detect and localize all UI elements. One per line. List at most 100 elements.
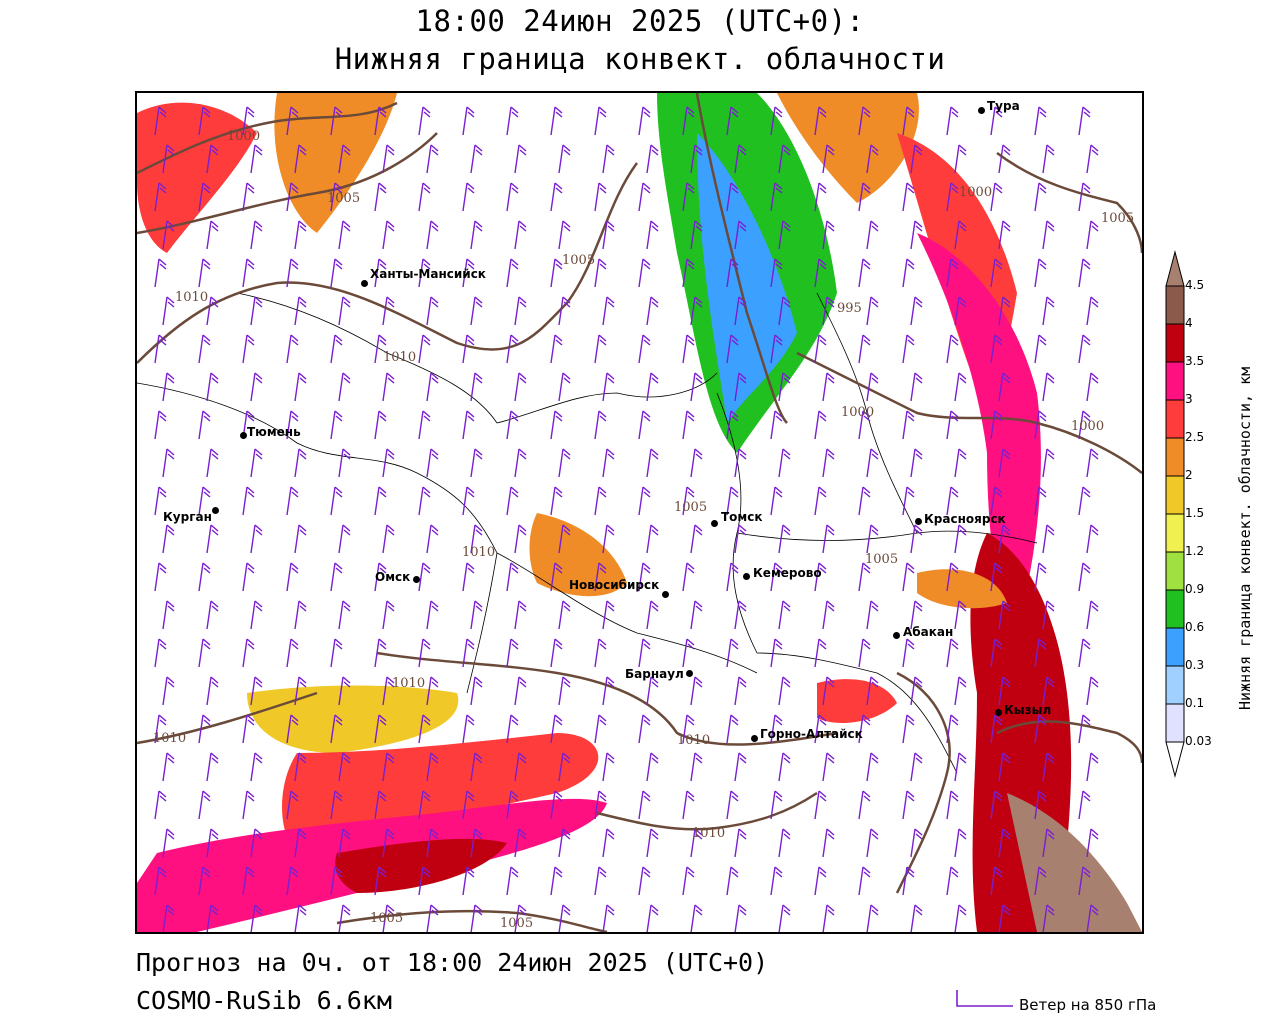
wind-barb	[1034, 410, 1047, 440]
wind-barb	[910, 904, 923, 932]
wind-barb	[242, 182, 255, 212]
wind-barb	[506, 562, 519, 592]
isobar-line	[137, 162, 639, 364]
wind-barb	[814, 258, 827, 288]
wind-barb	[374, 714, 387, 744]
wind-barb	[1086, 904, 1099, 932]
isobar-label: 1005	[370, 911, 404, 926]
wind-barb	[594, 182, 607, 212]
wind-barb	[646, 296, 659, 326]
wind-barb	[162, 904, 175, 932]
wind-barb	[558, 600, 571, 630]
wind-barb	[770, 638, 783, 668]
wind-barb	[382, 372, 395, 402]
wind-barb	[1086, 372, 1099, 402]
legend-level: 0.9	[1185, 582, 1205, 596]
wind-barb	[682, 106, 695, 136]
wind-barb	[770, 182, 783, 212]
wind-barb	[954, 828, 967, 858]
wind-barb	[1078, 258, 1091, 288]
wind-barb	[770, 106, 783, 136]
border-line	[496, 552, 758, 674]
wind-barb	[646, 144, 659, 174]
city-dot	[662, 591, 669, 598]
wind-barb	[682, 790, 695, 820]
wind-barb	[550, 562, 563, 592]
wind-barb	[954, 448, 967, 478]
wind-barb	[946, 182, 959, 212]
wind-barb	[338, 904, 351, 932]
wind-barb	[1042, 372, 1055, 402]
city-dot	[743, 573, 750, 580]
wind-barb	[770, 562, 783, 592]
wind-barb	[1078, 714, 1091, 744]
wind-barb	[902, 486, 915, 516]
cloud-area	[247, 685, 459, 753]
wind-barb	[946, 714, 959, 744]
wind-barb	[338, 524, 351, 554]
wind-barb	[374, 410, 387, 440]
city-dot	[995, 709, 1002, 716]
wind-barb	[770, 790, 783, 820]
wind-barb	[910, 600, 923, 630]
wind-barb	[858, 790, 871, 820]
wind-barb	[990, 410, 1003, 440]
wind-barb	[814, 106, 827, 136]
wind-barb	[954, 676, 967, 706]
wind-barb	[726, 410, 739, 440]
wind-barb	[506, 410, 519, 440]
wind-barb	[374, 562, 387, 592]
wind-barb	[462, 334, 475, 364]
city-label-novosibirsk: Новосибирск	[569, 578, 660, 592]
isobar-line	[336, 909, 608, 932]
wind-barb	[286, 334, 299, 364]
color-legend: 4.5 4 3.5 3 2.5 2 1.5 1.2 0.9 0.6 0.3 0.…	[1165, 248, 1255, 788]
wind-barb	[858, 106, 871, 136]
wind-barb	[418, 790, 431, 820]
legend-swatch	[1165, 551, 1185, 591]
wind-barb	[418, 410, 431, 440]
wind-barb	[154, 410, 167, 440]
wind-barb	[998, 828, 1011, 858]
wind-barb	[514, 676, 527, 706]
wind-barb	[778, 220, 791, 250]
wind-barb	[858, 486, 871, 516]
wind-barb	[1078, 182, 1091, 212]
wind-barb	[382, 220, 395, 250]
wind-barb	[198, 714, 211, 744]
wind-barb	[814, 182, 827, 212]
wind-barb	[1078, 562, 1091, 592]
wind-barb	[330, 866, 343, 896]
wind-barb	[1078, 866, 1091, 896]
wind-barb	[998, 220, 1011, 250]
wind-barb	[814, 562, 827, 592]
wind-barb	[550, 486, 563, 516]
wind-barb	[162, 448, 175, 478]
wind-barb	[998, 296, 1011, 326]
wind-barb	[646, 828, 659, 858]
isobar-line	[376, 651, 838, 746]
wind-barb	[690, 600, 703, 630]
wind-barb	[902, 106, 915, 136]
wind-barb	[286, 562, 299, 592]
wind-barb	[734, 904, 747, 932]
wind-barb	[154, 714, 167, 744]
wind-barb	[822, 448, 835, 478]
wind-barb	[1042, 828, 1055, 858]
cloud-area	[1007, 793, 1142, 932]
wind-barb	[814, 334, 827, 364]
wind-barb	[726, 106, 739, 136]
wind-barb	[558, 676, 571, 706]
wind-barb	[206, 220, 219, 250]
wind-barb	[550, 334, 563, 364]
wind-barb	[242, 334, 255, 364]
wind-barb	[330, 182, 343, 212]
wind-barb	[998, 600, 1011, 630]
wind-barb	[866, 372, 879, 402]
wind-barb	[858, 334, 871, 364]
wind-barb	[858, 182, 871, 212]
map-title: 18:00 24июн 2025 (UTC+0):	[415, 4, 865, 38]
wind-barb	[514, 372, 527, 402]
wind-barb	[286, 790, 299, 820]
wind-barb	[990, 106, 1003, 136]
